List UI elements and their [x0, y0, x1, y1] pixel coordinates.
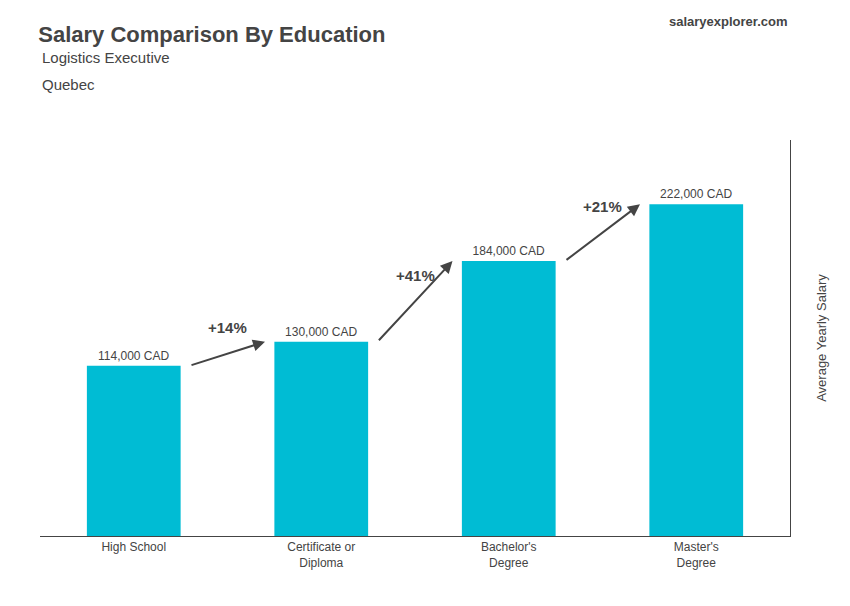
svg-text:Salary Comparison By Education: Salary Comparison By Education [38, 22, 385, 47]
svg-text:salaryexplorer.com: salaryexplorer.com [669, 14, 788, 29]
svg-text:Master'sDegree: Master'sDegree [674, 540, 719, 570]
svg-text:Certificate orDiploma: Certificate orDiploma [287, 540, 355, 570]
svg-text:High School: High School [101, 540, 166, 554]
svg-text:130,000 CAD: 130,000 CAD [285, 325, 357, 339]
svg-text:Logistics Executive: Logistics Executive [42, 49, 170, 66]
svg-text:+41%: +41% [396, 267, 435, 284]
svg-text:+21%: +21% [583, 198, 622, 215]
svg-text:114,000 CAD: 114,000 CAD [98, 349, 169, 363]
svg-text:184,000 CAD: 184,000 CAD [473, 244, 545, 258]
svg-text:+14%: +14% [208, 319, 247, 336]
svg-text:222,000 CAD: 222,000 CAD [660, 187, 732, 201]
svg-text:Quebec: Quebec [42, 76, 95, 93]
svg-text:Bachelor'sDegree: Bachelor'sDegree [481, 540, 537, 570]
svg-text:Average Yearly Salary: Average Yearly Salary [814, 274, 829, 402]
